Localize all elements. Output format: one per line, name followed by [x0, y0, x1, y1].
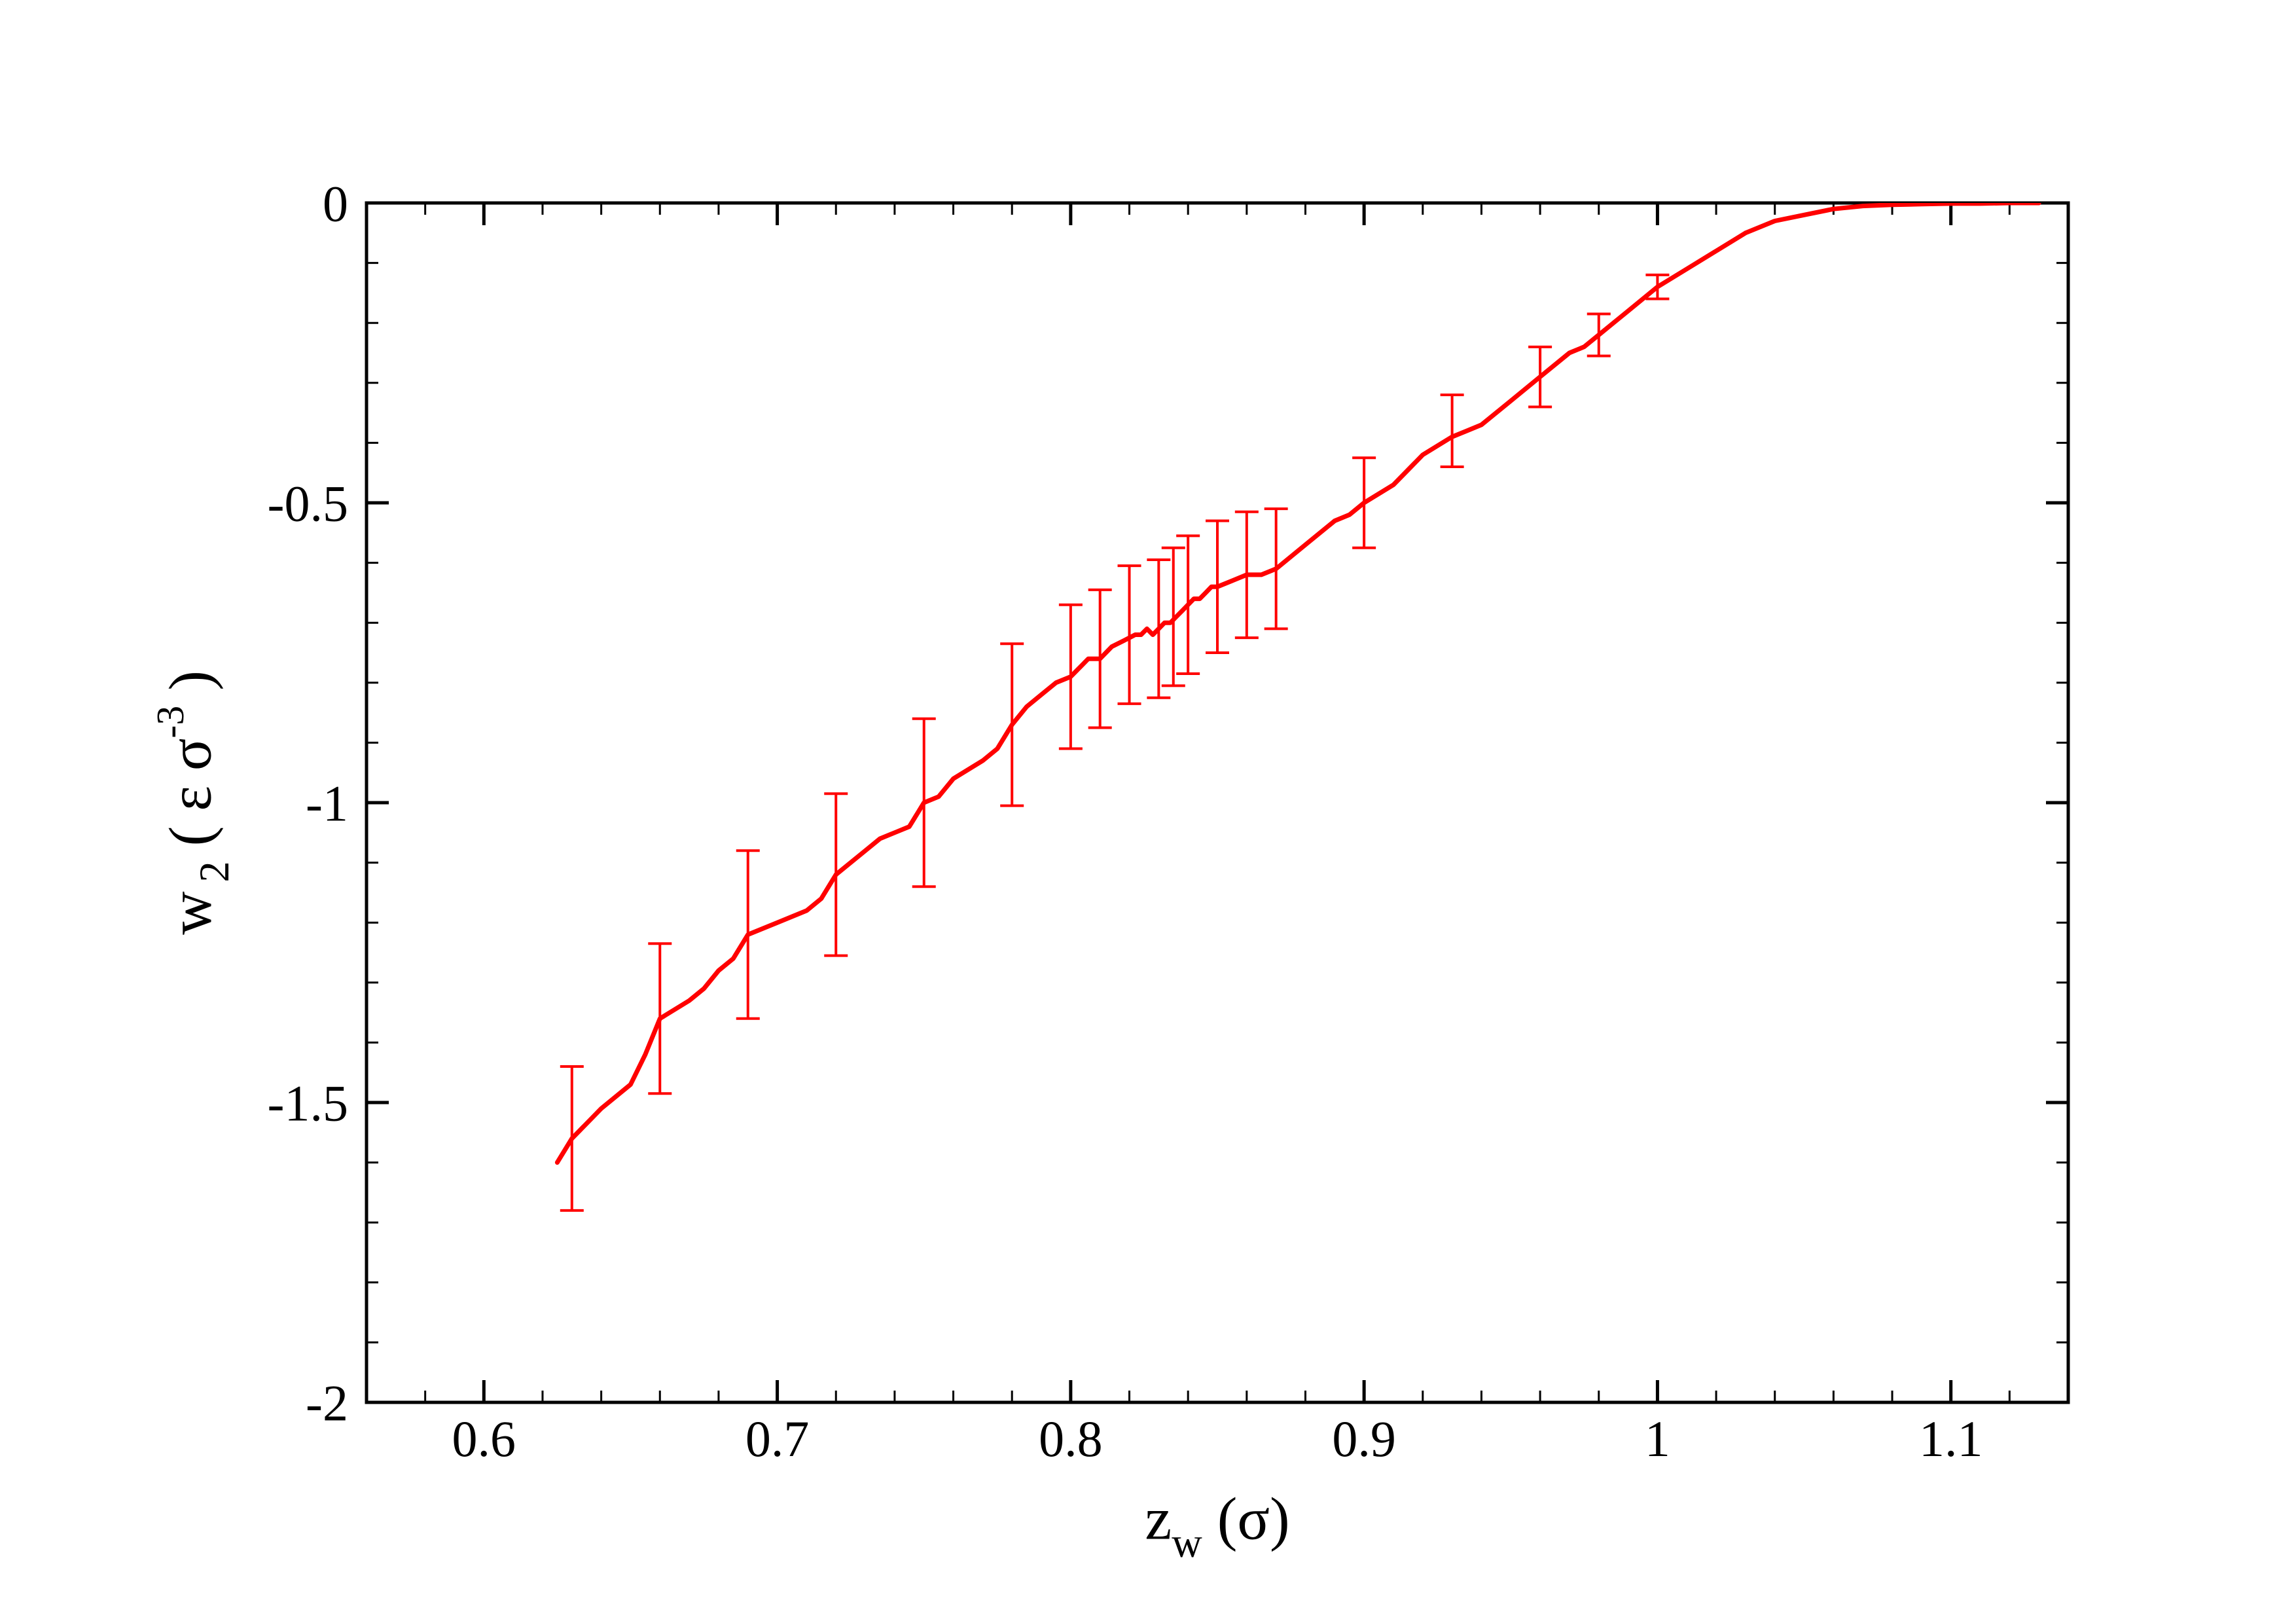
x-tick-label: 0.9 — [1332, 1410, 1396, 1467]
x-tick-label: 1 — [1645, 1410, 1670, 1467]
y-ticks — [367, 263, 2068, 1343]
plot-frame — [367, 203, 2068, 1402]
data-group — [557, 203, 2039, 1211]
chart-container: 0.6 0.7 0.8 0.9 1 1.1 -2 -1.5 -1 -0.5 0 zw (σ) w2 ( … — [0, 0, 2296, 1623]
series-line — [557, 203, 2039, 1163]
y-tick-label: -1 — [306, 775, 348, 831]
x-tick-label: 1.1 — [1919, 1410, 1983, 1467]
y-tick-label: -1.5 — [268, 1074, 348, 1131]
y-tick-label: -2 — [306, 1374, 348, 1431]
x-tick-label: 0.6 — [452, 1410, 516, 1467]
x-axis-label: zw (σ) — [1145, 1486, 1289, 1567]
line-chart: 0.6 0.7 0.8 0.9 1 1.1 -2 -1.5 -1 -0.5 0 zw (σ) w2 ( … — [0, 0, 2296, 1623]
svg-text:w2 ( ε σ-3 ): w2 ( ε σ-3 ) — [149, 670, 238, 935]
y-axis-label: w2 ( ε σ-3 ) — [149, 670, 238, 935]
x-tick-label: 0.7 — [745, 1410, 810, 1467]
y-tick-label: 0 — [323, 175, 348, 232]
x-ticks — [425, 203, 2010, 1402]
y-tick-label: -0.5 — [268, 475, 348, 532]
x-tick-label: 0.8 — [1039, 1410, 1103, 1467]
